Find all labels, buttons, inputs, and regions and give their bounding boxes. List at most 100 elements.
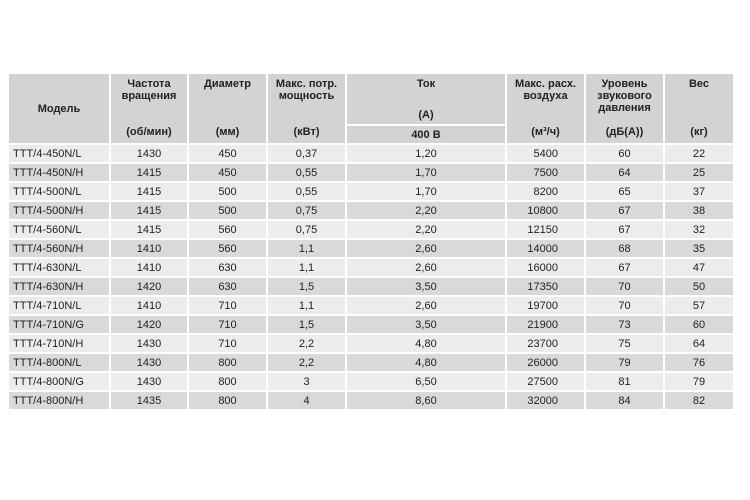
- cell-speed: 1410: [111, 240, 187, 257]
- table-row: TTT/4-560N/H 1410 560 1,1 2,60 14000 68 35: [9, 240, 733, 257]
- cell-power: 0,55: [268, 164, 345, 181]
- cell-speed: 1420: [111, 278, 187, 295]
- cell-sound: 68: [586, 240, 663, 257]
- header-model: Модель: [9, 74, 109, 143]
- header-speed-label: Частота вращения: [121, 78, 177, 102]
- header-weight-unit: (кг): [690, 126, 708, 138]
- header-power-label: Макс. потр. мощность: [275, 78, 338, 102]
- cell-model: TTT/4-800N/L: [9, 354, 109, 371]
- cell-power: 4: [268, 392, 345, 409]
- cell-sound: 65: [586, 183, 663, 200]
- cell-sound: 79: [586, 354, 663, 371]
- table-row: TTT/4-500N/L 1415 500 0,55 1,70 8200 65 37: [9, 183, 733, 200]
- header-power-unit: (кВт): [293, 126, 320, 138]
- cell-weight: 64: [665, 335, 733, 352]
- cell-diameter: 630: [189, 259, 266, 276]
- cell-airflow: 8200: [507, 183, 584, 200]
- cell-current: 6,50: [347, 373, 505, 390]
- header-speed: Частота вращения (об/мин): [111, 74, 187, 143]
- cell-weight: 82: [665, 392, 733, 409]
- cell-weight: 76: [665, 354, 733, 371]
- cell-airflow: 27500: [507, 373, 584, 390]
- cell-power: 1,5: [268, 316, 345, 333]
- header-sound-unit: (дБ(A)): [605, 126, 644, 138]
- header-weight: Вес (кг): [665, 74, 733, 143]
- cell-current: 8,60: [347, 392, 505, 409]
- table-row: TTT/4-450N/L 1430 450 0,37 1,20 5400 60 22: [9, 145, 733, 162]
- cell-sound: 67: [586, 221, 663, 238]
- cell-airflow: 21900: [507, 316, 584, 333]
- cell-power: 2,2: [268, 354, 345, 371]
- table-row: TTT/4-500N/H 1415 500 0,75 2,20 10800 67 38: [9, 202, 733, 219]
- specs-table: Модель Частота вращения (об/мин) Диаметр (…: [7, 72, 735, 411]
- cell-speed: 1435: [111, 392, 187, 409]
- cell-diameter: 500: [189, 183, 266, 200]
- cell-speed: 1430: [111, 335, 187, 352]
- cell-current: 3,50: [347, 316, 505, 333]
- cell-power: 1,1: [268, 297, 345, 314]
- cell-airflow: 19700: [507, 297, 584, 314]
- cell-diameter: 800: [189, 373, 266, 390]
- cell-diameter: 710: [189, 316, 266, 333]
- header-current-voltage-label: 400 B: [411, 128, 441, 141]
- cell-speed: 1415: [111, 164, 187, 181]
- cell-power: 2,2: [268, 335, 345, 352]
- cell-weight: 57: [665, 297, 733, 314]
- header-model-label: Модель: [37, 102, 81, 115]
- header-current-unit: (A): [418, 109, 434, 121]
- cell-model: TTT/4-710N/L: [9, 297, 109, 314]
- cell-current: 1,20: [347, 145, 505, 162]
- cell-diameter: 710: [189, 335, 266, 352]
- cell-model: TTT/4-450N/L: [9, 145, 109, 162]
- table-row: TTT/4-710N/H 1430 710 2,2 4,80 23700 75 64: [9, 335, 733, 352]
- cell-model: TTT/4-800N/G: [9, 373, 109, 390]
- cell-sound: 84: [586, 392, 663, 409]
- header-diameter-label: Диаметр: [204, 78, 251, 90]
- table-row: TTT/4-630N/L 1410 630 1,1 2,60 16000 67 47: [9, 259, 733, 276]
- cell-current: 1,70: [347, 164, 505, 181]
- header-power: Макс. потр. мощность (кВт): [268, 74, 345, 143]
- table-row: TTT/4-630N/H 1420 630 1,5 3,50 17350 70 50: [9, 278, 733, 295]
- header-airflow-unit: (м³/ч): [531, 126, 560, 138]
- cell-weight: 60: [665, 316, 733, 333]
- cell-power: 0,75: [268, 202, 345, 219]
- cell-sound: 64: [586, 164, 663, 181]
- table-row: TTT/4-800N/L 1430 800 2,2 4,80 26000 79 76: [9, 354, 733, 371]
- header-sound: Уровень звукового давления (дБ(A)): [586, 74, 663, 143]
- cell-model: TTT/4-630N/H: [9, 278, 109, 295]
- table-row: TTT/4-450N/H 1415 450 0,55 1,70 7500 64 25: [9, 164, 733, 181]
- cell-current: 1,70: [347, 183, 505, 200]
- cell-speed: 1430: [111, 145, 187, 162]
- cell-speed: 1415: [111, 202, 187, 219]
- cell-sound: 70: [586, 297, 663, 314]
- cell-weight: 25: [665, 164, 733, 181]
- cell-power: 0,55: [268, 183, 345, 200]
- header-current-label: Ток: [416, 78, 436, 90]
- header-airflow-label: Макс. расх. воздуха: [515, 78, 576, 102]
- cell-current: 2,60: [347, 240, 505, 257]
- cell-sound: 67: [586, 202, 663, 219]
- cell-airflow: 12150: [507, 221, 584, 238]
- cell-diameter: 710: [189, 297, 266, 314]
- cell-diameter: 630: [189, 278, 266, 295]
- cell-model: TTT/4-500N/H: [9, 202, 109, 219]
- cell-weight: 47: [665, 259, 733, 276]
- cell-weight: 79: [665, 373, 733, 390]
- cell-current: 2,20: [347, 221, 505, 238]
- cell-airflow: 10800: [507, 202, 584, 219]
- cell-power: 1,1: [268, 240, 345, 257]
- table-row: TTT/4-800N/G 1430 800 3 6,50 27500 81 79: [9, 373, 733, 390]
- header-speed-unit: (об/мин): [126, 126, 172, 138]
- cell-airflow: 23700: [507, 335, 584, 352]
- cell-airflow: 17350: [507, 278, 584, 295]
- cell-speed: 1410: [111, 259, 187, 276]
- cell-current: 2,60: [347, 297, 505, 314]
- cell-diameter: 450: [189, 164, 266, 181]
- cell-model: TTT/4-710N/G: [9, 316, 109, 333]
- cell-weight: 35: [665, 240, 733, 257]
- cell-airflow: 7500: [507, 164, 584, 181]
- cell-weight: 37: [665, 183, 733, 200]
- cell-sound: 60: [586, 145, 663, 162]
- cell-model: TTT/4-500N/L: [9, 183, 109, 200]
- cell-model: TTT/4-800N/H: [9, 392, 109, 409]
